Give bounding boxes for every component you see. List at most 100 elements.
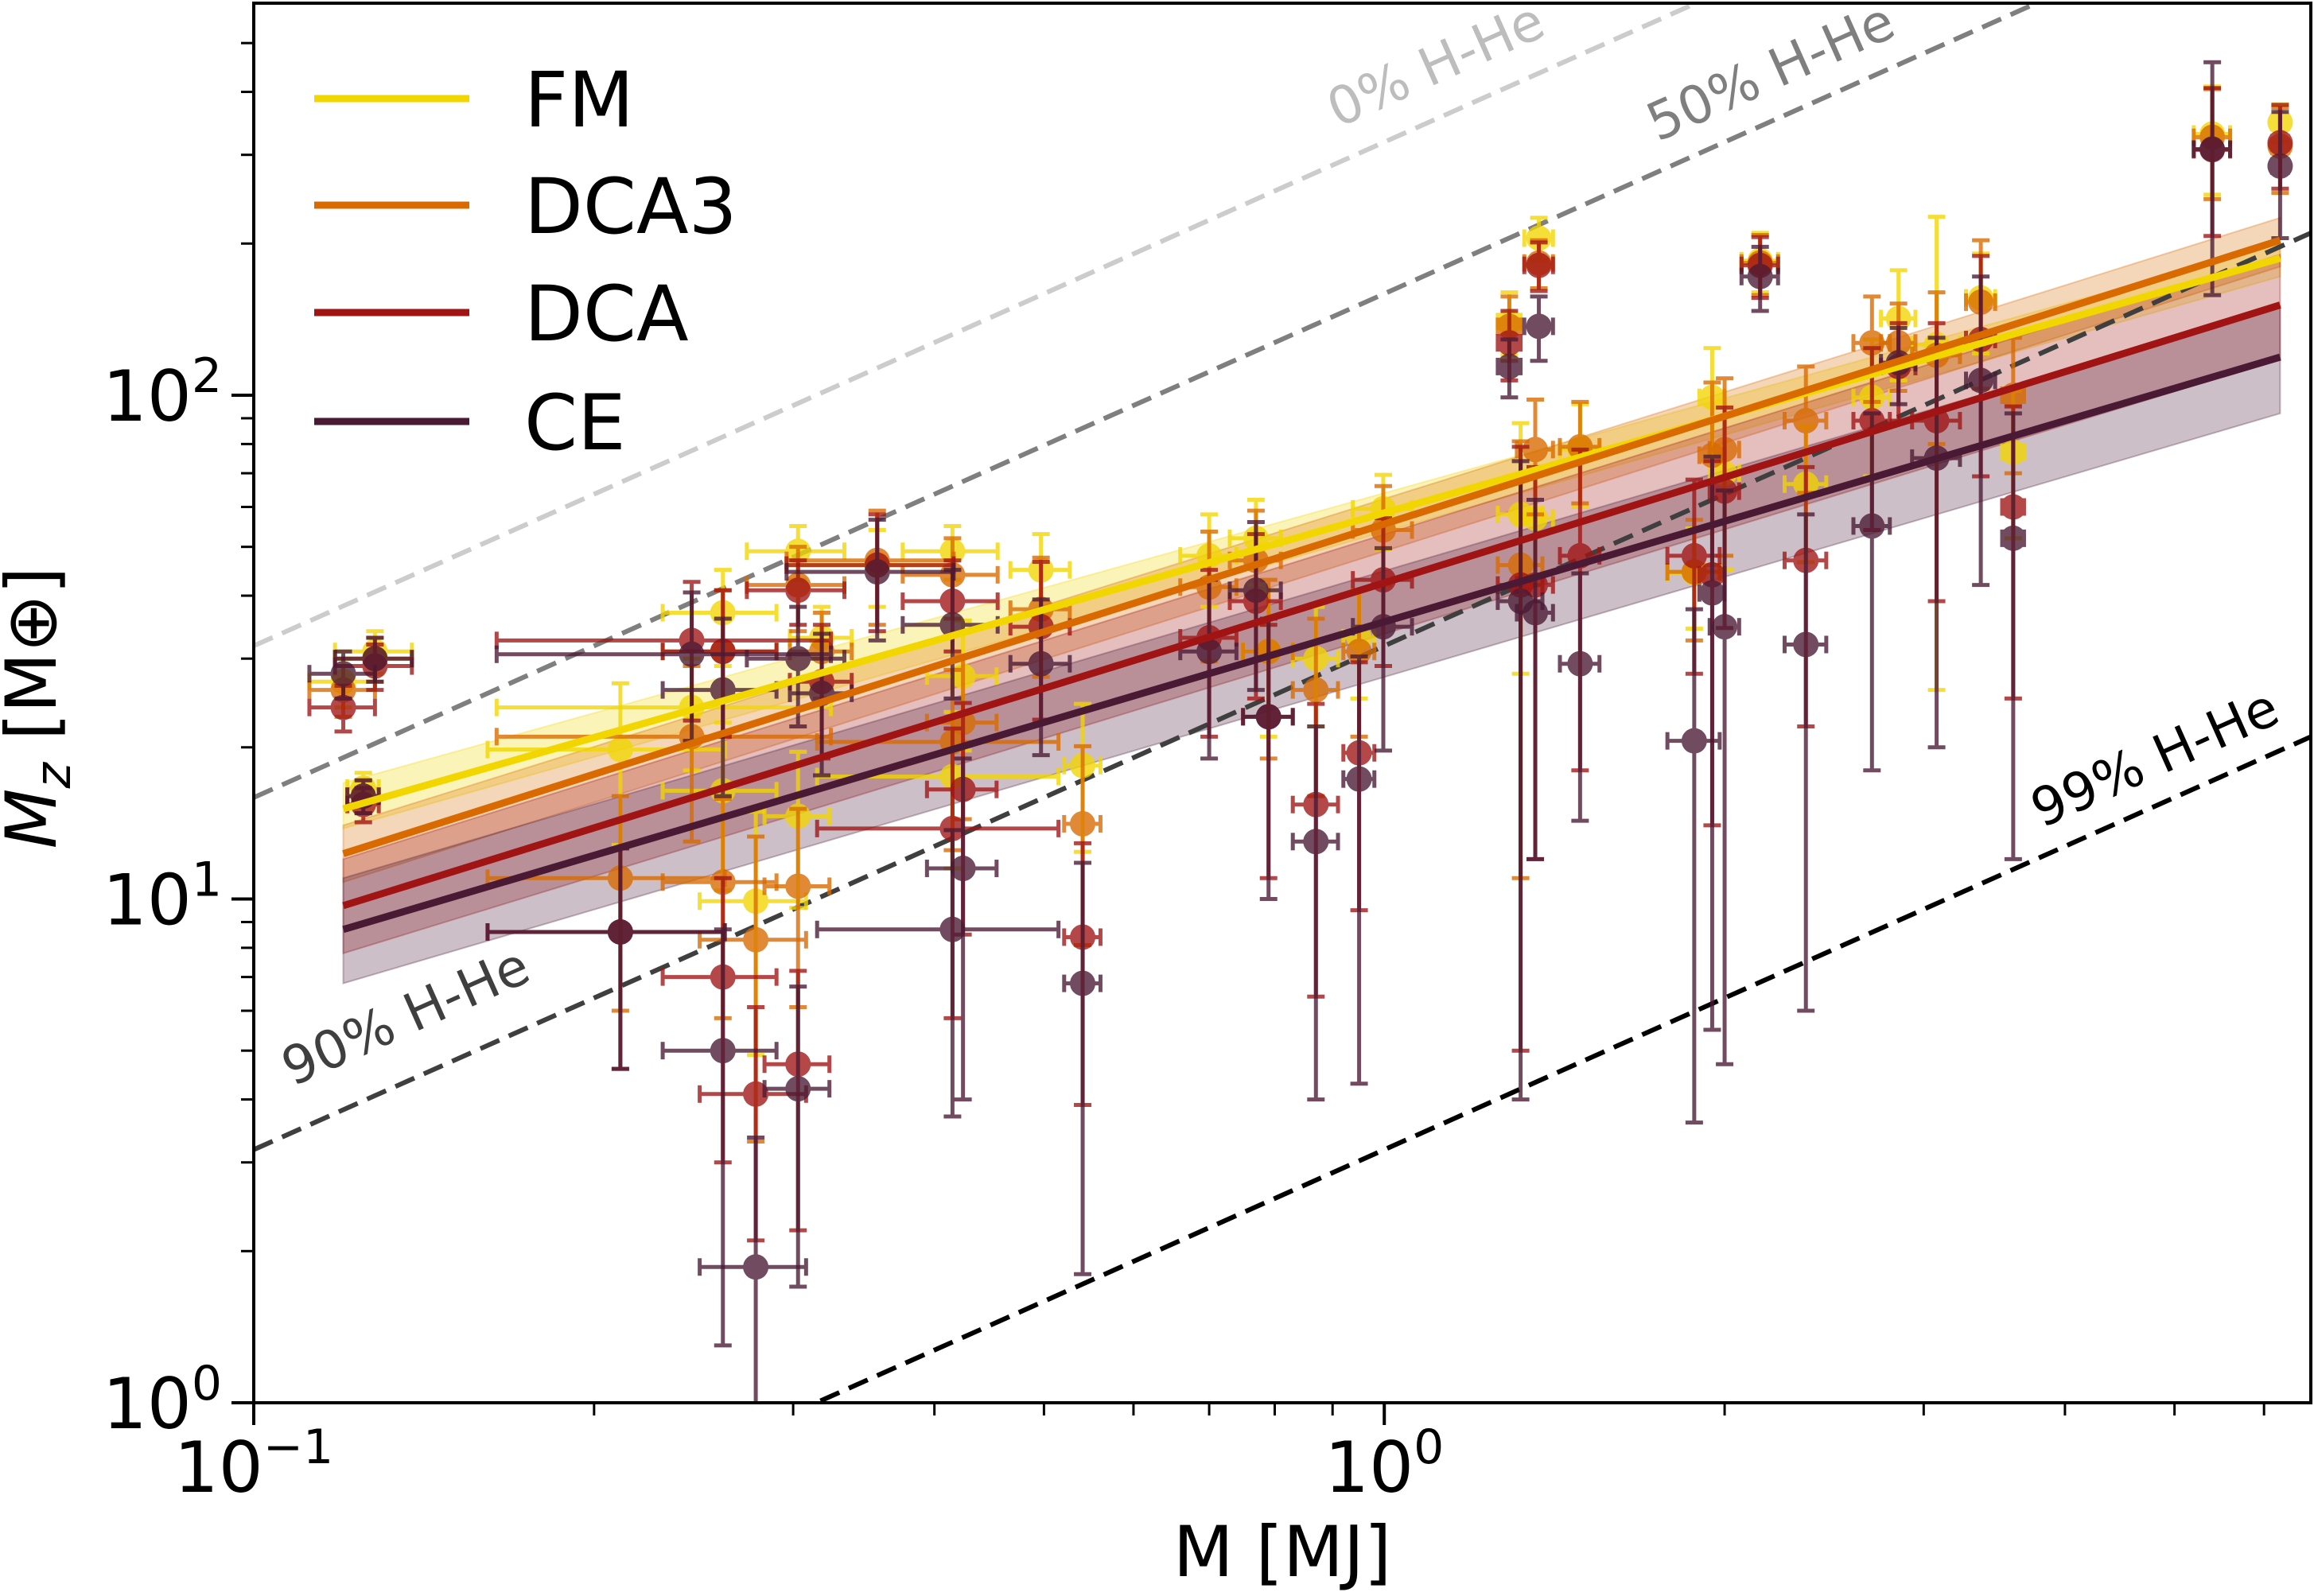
data-point-ce (762, 984, 832, 1289)
y-tick-label-exp: 0 (192, 1356, 222, 1412)
marker (1793, 631, 1819, 658)
data-points (307, 60, 2293, 1403)
data-point-ce (2267, 110, 2293, 240)
marker (1747, 263, 1773, 289)
marker (1699, 580, 1725, 606)
data-point-ce (2191, 60, 2233, 297)
data-point-ce (1515, 497, 1555, 861)
marker (743, 1081, 769, 1107)
marker (1567, 650, 1593, 677)
marker (2267, 153, 2293, 179)
y-tick-label-base: 10 (103, 355, 192, 437)
data-point-ce (1241, 616, 1295, 901)
data-point-ce (660, 927, 779, 1348)
x-tick-label: 10−1 (174, 1419, 333, 1509)
marker (362, 646, 388, 672)
marker (864, 559, 890, 585)
marker (2000, 525, 2026, 551)
marker (785, 646, 811, 672)
x-tick-label-base: 10 (1324, 1427, 1414, 1509)
fit-line-dca (342, 301, 2281, 910)
marker (785, 873, 811, 899)
marker (1526, 252, 1552, 278)
reference-line-0 (254, 3, 1702, 648)
data-point-ce (2000, 411, 2026, 861)
x-axis-label: M [MJ] (1173, 1511, 1391, 1593)
data-point-ce (1495, 459, 1545, 1102)
data-point-ce (1558, 571, 1602, 823)
marker (1243, 577, 1269, 604)
plot-frame (252, 2, 2312, 1404)
x-tick-label-exp: 0 (1414, 1419, 1444, 1475)
marker (607, 918, 633, 945)
data-point-ce (1851, 411, 1892, 773)
reference-label-3: 99% H-He (2022, 677, 2288, 840)
marker (1793, 408, 1819, 434)
marker (1681, 728, 1707, 754)
data-point-ce (1697, 454, 1727, 1032)
legend-item-ce: CE (314, 379, 626, 468)
y-tick-label-base: 10 (103, 1363, 192, 1445)
y-tick-label: 100 (103, 1356, 222, 1445)
data-point-ce (1341, 654, 1377, 1086)
fit-line-fm (342, 254, 2281, 813)
marker (743, 926, 769, 953)
marker (679, 641, 705, 667)
fit-line-ce (342, 353, 2281, 934)
marker (785, 577, 811, 604)
y-axis-label-sub: z (24, 761, 82, 789)
marker (1303, 677, 1329, 703)
data-point-ce (1495, 337, 1523, 400)
fit-lines (342, 236, 2281, 934)
marker (1196, 639, 1223, 665)
legend-item-dca: DCA (314, 270, 689, 359)
y-axis-label-main: M (0, 788, 72, 848)
fit-line-dca3 (342, 236, 2281, 857)
marker (743, 1254, 769, 1280)
data-point-ce (1062, 860, 1103, 1276)
x-tick-label-base: 10 (174, 1427, 263, 1509)
data-point-ce (815, 828, 1061, 1119)
marker (330, 694, 356, 720)
data-point-ce (784, 518, 956, 643)
marker (1526, 225, 1552, 251)
marker (1526, 313, 1552, 340)
y-tick-label-exp: 2 (192, 348, 222, 404)
y-tick-label-base: 10 (103, 859, 192, 941)
marker (1070, 970, 1096, 996)
data-point-ce (698, 1136, 808, 1403)
marker (710, 1038, 736, 1064)
data-point-ce (1783, 512, 1829, 1013)
marker (1859, 513, 1885, 539)
marker (950, 856, 976, 882)
marker (1681, 542, 1707, 569)
marker (939, 916, 966, 942)
reference-line-3 (810, 734, 2311, 1403)
marker (1303, 829, 1329, 855)
marker (1523, 437, 1549, 463)
marker (1496, 353, 1523, 379)
data-point-ce (333, 635, 414, 684)
data-point-dca (1522, 240, 1555, 293)
reference-line-1 (254, 3, 2043, 800)
y-axis-label-unit: [M⊕] (0, 567, 72, 763)
marker (785, 1076, 811, 1102)
data-point-ce (485, 846, 727, 1071)
data-point-ce (924, 756, 999, 1102)
marker (1712, 614, 1738, 640)
y-tick-label: 101 (103, 852, 222, 941)
marker (1523, 600, 1549, 626)
marker (1346, 766, 1372, 792)
legend-item-dca3: DCA3 (314, 162, 737, 251)
data-point-ce (1964, 274, 1997, 588)
y-axis-label: Mz [M⊕] (0, 567, 82, 849)
legend-label: FM (524, 56, 634, 145)
data-point-ce (1008, 597, 1072, 758)
data-point-ce (1739, 244, 1780, 313)
legend-item-fm: FM (314, 56, 634, 145)
x-tick-label: 100 (1324, 1419, 1444, 1509)
data-point-ce (1290, 724, 1340, 1102)
y-tick-label: 102 (103, 348, 222, 437)
legend: FM DCA3 DCA CE (314, 56, 737, 468)
